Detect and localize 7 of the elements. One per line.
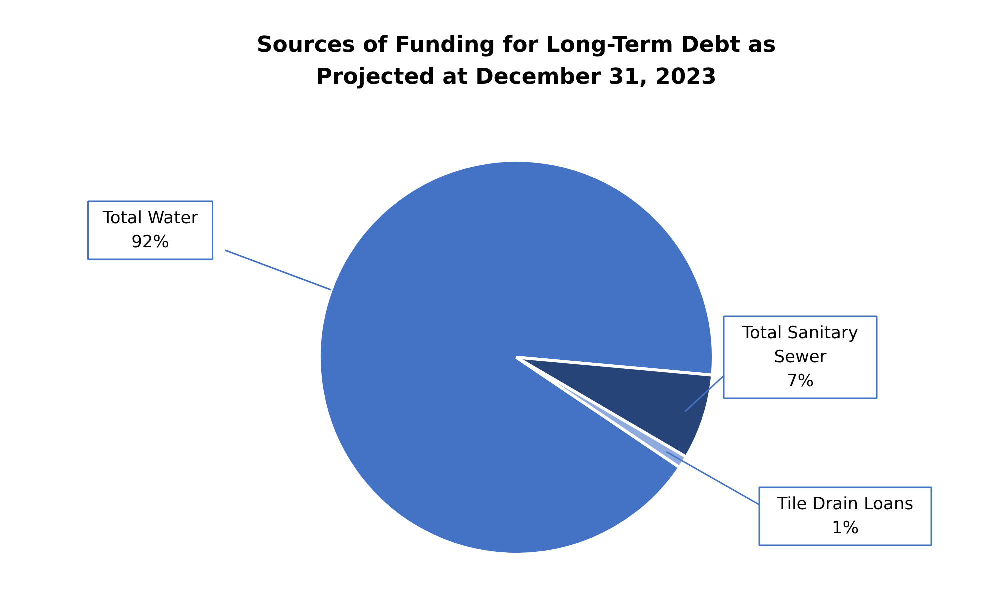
- data-label: 7%: [787, 372, 814, 392]
- data-label: 1%: [832, 518, 859, 538]
- slice-label: Total Water: [102, 208, 198, 228]
- data-label: 92%: [132, 232, 170, 252]
- chart-title: Sources of Funding for Long-Term Debt as Projected at December 31, 2023: [256, 33, 776, 90]
- slice-label: Tile Drain Loans: [776, 494, 914, 514]
- slice-label: Total Sanitary Sewer: [742, 324, 858, 368]
